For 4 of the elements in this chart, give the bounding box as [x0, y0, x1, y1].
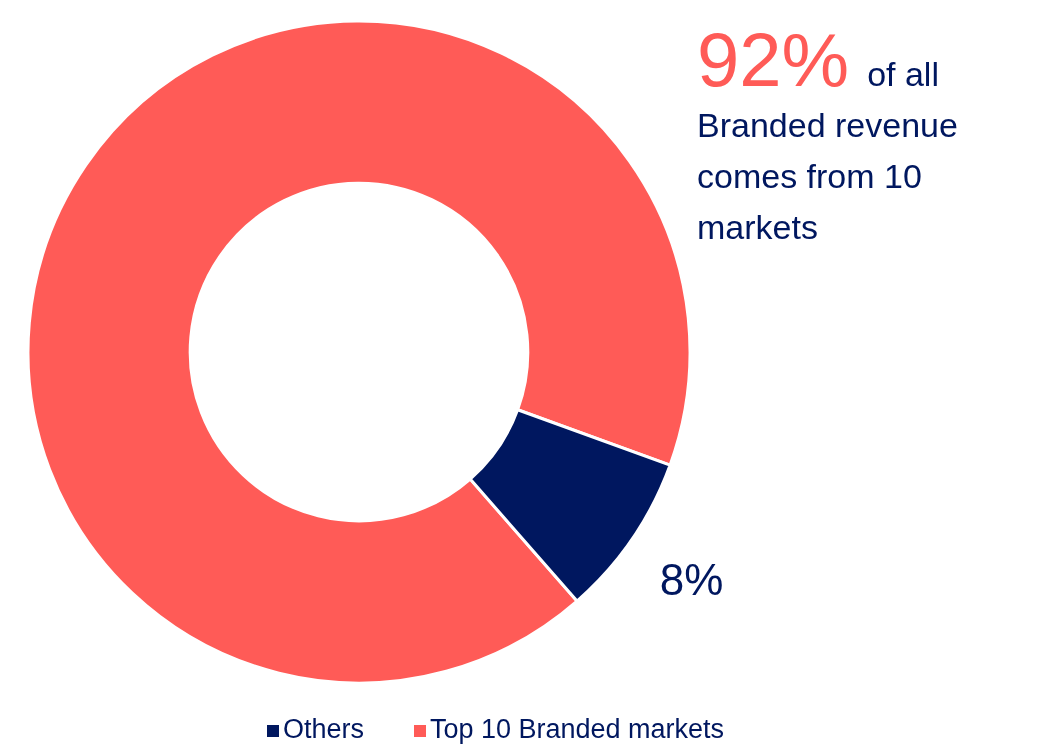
text: 92% [697, 17, 850, 102]
data-label: 8% [659, 555, 724, 605]
legend-label: Others [282, 714, 364, 744]
legend-label: Top 10 Branded markets [429, 714, 725, 744]
